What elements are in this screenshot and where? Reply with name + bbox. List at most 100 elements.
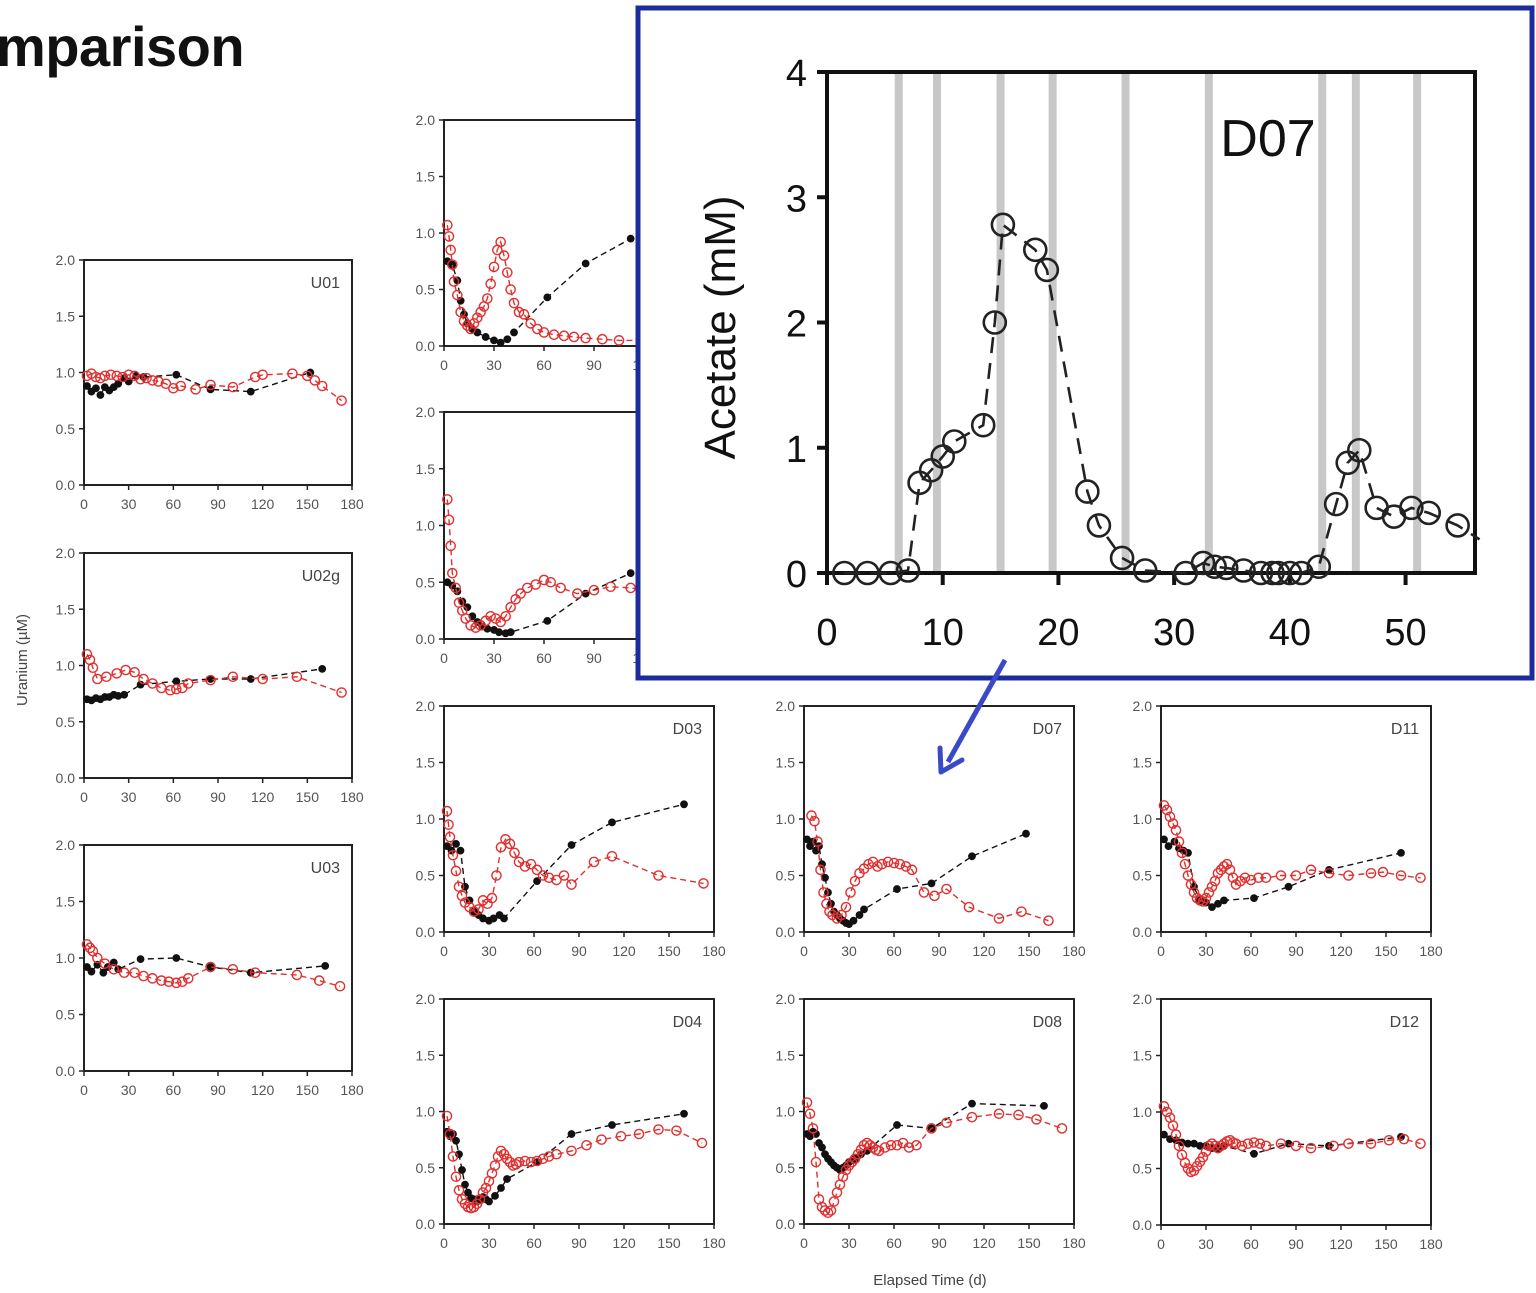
model-point — [257, 673, 268, 685]
field-point — [1040, 1101, 1048, 1110]
model-point — [804, 1108, 816, 1120]
model-point — [1182, 870, 1194, 881]
model-point — [828, 1196, 840, 1207]
model-point — [606, 850, 618, 862]
field-point — [608, 818, 616, 827]
model-point — [147, 973, 158, 984]
y-tick-label: 1.5 — [416, 169, 436, 185]
inset-point — [1289, 560, 1314, 586]
x-tick-label: 60 — [526, 1235, 542, 1251]
inset-point — [1399, 495, 1424, 521]
model-point — [1043, 915, 1054, 927]
model-point — [291, 671, 303, 683]
model-point — [653, 1124, 664, 1135]
y-tick-label: 1.0 — [416, 518, 436, 534]
y-tick-label: 0.5 — [416, 1160, 436, 1176]
field-point — [136, 955, 145, 964]
field-point — [481, 333, 490, 341]
model-point — [498, 250, 510, 261]
model-point — [837, 1171, 849, 1183]
y-tick-label: 2.0 — [776, 991, 796, 1007]
model-point — [845, 887, 856, 898]
model-point — [120, 664, 131, 676]
model-point — [468, 318, 480, 329]
y-tick-label: 0.5 — [416, 574, 436, 590]
panel-label: D12 — [1390, 1014, 1419, 1031]
model-point — [163, 976, 175, 988]
model-point — [1230, 1138, 1242, 1149]
model-point — [558, 870, 570, 881]
inset-x-tick-label: 20 — [1037, 612, 1079, 654]
x-tick-label: 60 — [166, 496, 182, 512]
y-tick-label: 0.0 — [416, 338, 436, 354]
y-tick-label: 0.5 — [776, 1160, 796, 1176]
model-point — [455, 306, 466, 318]
panel-label: D08 — [1033, 1014, 1062, 1031]
field-point — [497, 1184, 505, 1192]
y-tick-label: 0.5 — [416, 868, 436, 884]
y-tick-label: 2.0 — [416, 404, 436, 420]
x-tick-label: 180 — [1062, 1235, 1086, 1251]
model-point — [1377, 866, 1389, 878]
model-point — [84, 942, 96, 954]
x-tick-label: 90 — [210, 496, 226, 512]
model-point — [519, 1155, 531, 1167]
field-point — [461, 1180, 469, 1189]
model-series-line — [446, 224, 641, 342]
y-tick-label: 1.0 — [416, 1104, 436, 1120]
model-point — [135, 373, 146, 385]
field-point — [533, 877, 541, 886]
field-point — [490, 336, 498, 345]
model-point — [698, 878, 709, 889]
inset-band — [1048, 72, 1057, 573]
model-point — [671, 1125, 682, 1136]
y-tick-label: 0.0 — [776, 1216, 796, 1232]
field-point — [1022, 829, 1030, 838]
model-point — [171, 683, 182, 695]
inset-y-tick-label: 1 — [786, 429, 807, 471]
x-tick-label: 90 — [210, 1082, 226, 1098]
model-point — [588, 584, 600, 596]
model-series-line — [446, 1115, 703, 1210]
panel-frame — [83, 844, 353, 1072]
model-point — [448, 276, 460, 287]
inset-y-tick-label: 3 — [786, 178, 807, 220]
x-tick-label: 60 — [536, 357, 552, 373]
model-point — [489, 1160, 501, 1171]
model-point — [903, 1142, 915, 1153]
model-point — [1248, 1137, 1260, 1148]
field-point — [968, 1099, 976, 1108]
field-point — [849, 916, 858, 925]
y-tick-label: 0.0 — [1133, 924, 1153, 940]
model-point — [495, 1145, 507, 1157]
model-point — [141, 372, 152, 384]
panel-frame — [803, 998, 1075, 1225]
field-point — [860, 905, 868, 914]
field-point — [246, 387, 255, 396]
panel-label: U02g — [302, 568, 340, 585]
model-point — [1260, 872, 1272, 884]
x-tick-label: 0 — [1157, 1236, 1165, 1252]
model-point — [696, 1137, 708, 1149]
inset-point — [1248, 560, 1274, 586]
y-tick-label: 2.0 — [776, 698, 796, 714]
y-tick-label: 0.5 — [776, 868, 796, 884]
inset-point — [878, 560, 903, 586]
panel-u01: 0.0 0.5 1.0 1.5 2.0 0 30 60 90 120 150 180 U01 — [56, 252, 364, 512]
model-point — [840, 901, 852, 913]
field-point — [968, 852, 976, 861]
field-point — [567, 841, 576, 849]
x-tick-label: 0 — [440, 943, 448, 959]
inset-x-tick-label: 40 — [1269, 612, 1311, 654]
model-point — [81, 939, 93, 950]
field-point — [318, 664, 327, 673]
model-point — [891, 1139, 903, 1151]
model-point — [537, 870, 549, 881]
inset-point — [1022, 237, 1048, 263]
x-tick-label: 180 — [340, 1082, 364, 1098]
field-point — [581, 259, 590, 268]
field-point — [1397, 849, 1405, 857]
model-point — [171, 977, 182, 989]
x-tick-label: 30 — [1198, 943, 1214, 959]
model-point — [807, 1123, 819, 1134]
